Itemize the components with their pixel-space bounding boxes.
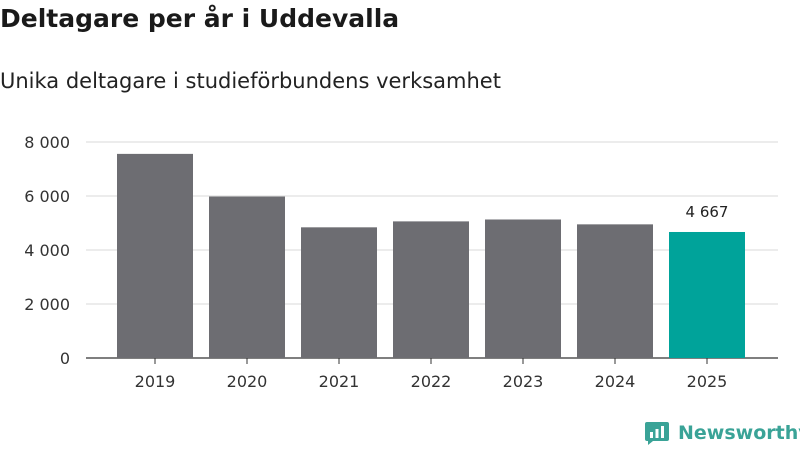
bar-2020 (209, 196, 285, 358)
chart-subtitle: Unika deltagare i studieförbundens verks… (0, 69, 501, 93)
bar-2021 (301, 227, 377, 358)
x-tick-label: 2023 (503, 372, 544, 391)
x-tick-label: 2020 (227, 372, 268, 391)
bar-chart: 0 2 000 4 000 6 000 8 000 2019 2020 2021 2022 202… (24, 133, 778, 391)
x-tick-label: 2021 (319, 372, 360, 391)
y-tick-label: 8 000 (24, 133, 70, 152)
bar-2022 (393, 221, 469, 358)
chart-title: Deltagare per år i Uddevalla (0, 4, 400, 33)
x-tick-label: 2019 (135, 372, 176, 391)
newsworthy-logo: Newsworthy (644, 420, 800, 446)
y-tick-label: 4 000 (24, 241, 70, 260)
bar-2024 (577, 224, 653, 358)
bar-2019 (117, 153, 193, 358)
y-tick-label: 6 000 (24, 187, 70, 206)
x-tick-label: 2024 (595, 372, 636, 391)
newsworthy-logo-icon (645, 422, 669, 445)
x-tick-label: 2025 (687, 372, 728, 391)
x-tick-label: 2022 (411, 372, 452, 391)
bar-2025 (669, 231, 745, 358)
y-tick-label: 2 000 (24, 295, 70, 314)
bar-2023 (485, 219, 561, 358)
y-tick-label: 0 (60, 349, 70, 368)
brand-name: Newsworthy (678, 422, 800, 444)
data-label: 4 667 (686, 203, 729, 221)
